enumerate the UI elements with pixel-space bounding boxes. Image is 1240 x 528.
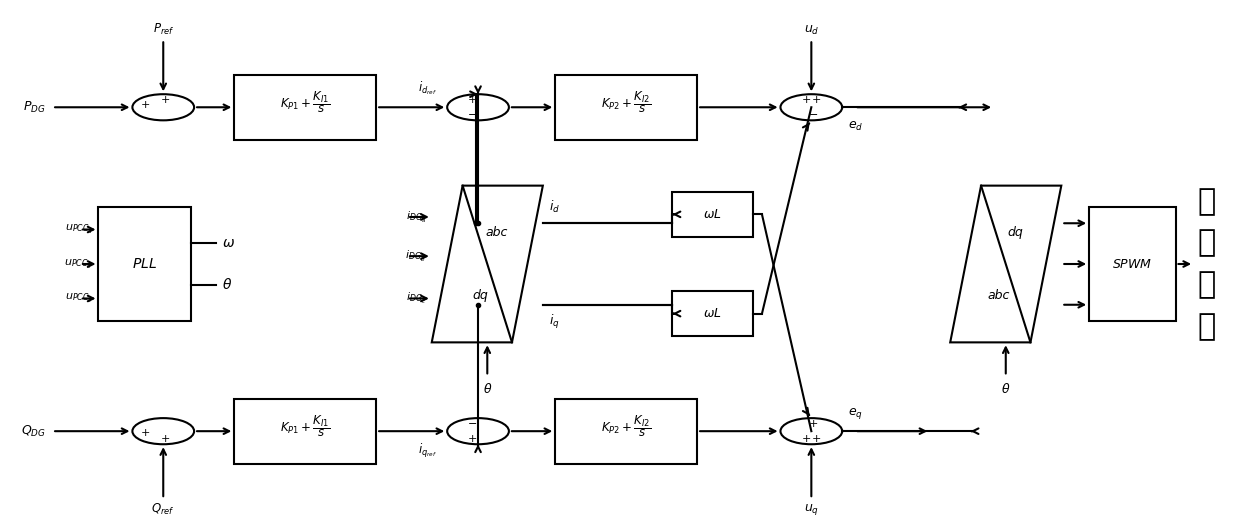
Text: $\theta$: $\theta$: [482, 382, 492, 395]
Text: $e_d$: $e_d$: [848, 120, 863, 134]
Text: $i_{q_{ref}}$: $i_{q_{ref}}$: [418, 441, 436, 460]
Text: abc: abc: [988, 289, 1011, 302]
Text: $i_{DG_a}$: $i_{DG_a}$: [405, 210, 425, 224]
Text: −: −: [808, 110, 818, 120]
Text: $PLL$: $PLL$: [133, 257, 157, 271]
Text: dq: dq: [472, 289, 489, 302]
Text: −: −: [467, 419, 477, 429]
Text: +: +: [160, 434, 170, 444]
FancyBboxPatch shape: [672, 192, 753, 237]
Text: 号: 号: [1198, 312, 1215, 341]
Text: $K_{P2}+\dfrac{K_{I2}}{s}$: $K_{P2}+\dfrac{K_{I2}}{s}$: [601, 89, 651, 115]
Text: $u_{PCC_c}$: $u_{PCC_c}$: [64, 292, 92, 305]
Text: +: +: [140, 428, 150, 438]
Polygon shape: [432, 186, 543, 342]
Text: $P_{DG}$: $P_{DG}$: [24, 100, 46, 115]
Text: $i_q$: $i_q$: [549, 313, 559, 331]
Text: $\omega L$: $\omega L$: [703, 208, 722, 221]
Text: +: +: [812, 95, 821, 105]
Text: +: +: [808, 419, 818, 429]
Text: $\theta$: $\theta$: [1001, 382, 1011, 395]
Text: $i_{DG_b}$: $i_{DG_b}$: [405, 249, 425, 263]
Text: +: +: [801, 95, 811, 105]
Text: +: +: [467, 95, 477, 105]
Text: $u_{PCC_a}$: $u_{PCC_a}$: [64, 223, 92, 236]
Text: $u_q$: $u_q$: [804, 502, 818, 517]
Text: +: +: [812, 434, 821, 444]
Text: +: +: [140, 100, 150, 110]
Text: 脉: 脉: [1198, 187, 1215, 216]
Text: +: +: [160, 95, 170, 105]
Circle shape: [133, 94, 195, 120]
FancyBboxPatch shape: [556, 74, 697, 140]
Text: $K_{P1}+\dfrac{K_{I1}}{s}$: $K_{P1}+\dfrac{K_{I1}}{s}$: [280, 413, 330, 439]
Text: 冲: 冲: [1198, 229, 1215, 258]
Polygon shape: [950, 186, 1061, 342]
Text: $Q_{DG}$: $Q_{DG}$: [21, 423, 46, 439]
Circle shape: [133, 418, 195, 444]
FancyBboxPatch shape: [234, 399, 376, 464]
Text: $i_d$: $i_d$: [549, 199, 560, 215]
Text: $K_{P1}+\dfrac{K_{I1}}{s}$: $K_{P1}+\dfrac{K_{I1}}{s}$: [280, 89, 330, 115]
Circle shape: [448, 418, 508, 444]
Text: $\omega L$: $\omega L$: [703, 307, 722, 320]
FancyBboxPatch shape: [234, 74, 376, 140]
Text: $u_{PCC_b}$: $u_{PCC_b}$: [64, 258, 92, 270]
Circle shape: [780, 94, 842, 120]
Text: +: +: [467, 434, 477, 444]
Text: $Q_{ref}$: $Q_{ref}$: [151, 502, 175, 517]
Circle shape: [780, 418, 842, 444]
Text: $\omega$: $\omega$: [222, 237, 234, 250]
Text: −: −: [467, 110, 477, 120]
Text: $u_d$: $u_d$: [804, 24, 820, 37]
FancyBboxPatch shape: [672, 291, 753, 336]
Text: +: +: [801, 434, 811, 444]
Text: $\theta$: $\theta$: [222, 277, 232, 292]
FancyBboxPatch shape: [556, 399, 697, 464]
Text: $SPWM$: $SPWM$: [1112, 258, 1152, 270]
Text: $P_{ref}$: $P_{ref}$: [153, 22, 174, 37]
Text: abc: abc: [485, 226, 507, 239]
Text: dq: dq: [1007, 226, 1023, 239]
Circle shape: [448, 94, 508, 120]
Text: $i_{DG_c}$: $i_{DG_c}$: [405, 291, 425, 306]
FancyBboxPatch shape: [98, 206, 191, 322]
Text: $i_{d_{ref}}$: $i_{d_{ref}}$: [418, 79, 436, 97]
Text: 信: 信: [1198, 270, 1215, 299]
Text: $e_q$: $e_q$: [848, 406, 863, 421]
FancyBboxPatch shape: [1089, 206, 1176, 322]
Text: $K_{P2}+\dfrac{K_{I2}}{s}$: $K_{P2}+\dfrac{K_{I2}}{s}$: [601, 413, 651, 439]
